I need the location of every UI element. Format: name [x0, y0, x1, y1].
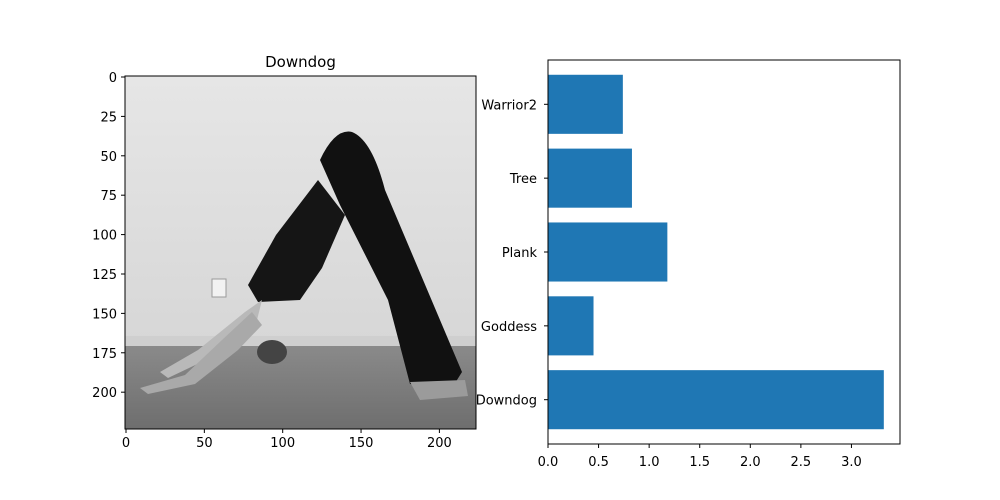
image-y-tick-label: 175	[92, 347, 117, 362]
bar-x-axis: 0.0 0.5 1.0 1.5 2.0 2.5 3.0	[538, 444, 862, 470]
image-axes-frame	[124, 75, 477, 430]
bar-category-label: Goddess	[481, 320, 537, 335]
bar-x-tick-label: 1.0	[639, 455, 660, 470]
image-y-tick-label: 50	[100, 150, 117, 165]
bar-category-label: Tree	[509, 172, 537, 187]
image-y-tick-label: 200	[92, 386, 117, 401]
image-y-axis: 0 25 50 75 100 125 150 175 200	[92, 71, 125, 401]
image-x-axis: 0 50 100 150 200	[122, 429, 452, 451]
image-x-tick-label: 0	[122, 436, 130, 451]
image-x-tick-label: 100	[270, 436, 295, 451]
bar-warrior2	[548, 74, 623, 134]
image-y-tick-label: 150	[92, 307, 117, 322]
bar-category-label: Plank	[502, 246, 538, 261]
yoga-photo	[125, 76, 476, 429]
bar-x-tick-label: 2.5	[791, 455, 812, 470]
bar-x-tick-label: 0.0	[538, 455, 559, 470]
image-y-tick-label: 0	[109, 71, 117, 86]
bars	[548, 74, 884, 430]
bar-x-tick-label: 1.5	[689, 455, 710, 470]
bar-plank	[548, 222, 668, 282]
bar-category-label: Warrior2	[481, 98, 537, 113]
bar-x-tick-label: 3.0	[841, 455, 862, 470]
bar-y-axis: Downdog Goddess Plank Tree Warrior2	[476, 98, 548, 409]
bar-x-tick-label: 0.5	[588, 455, 609, 470]
image-y-tick-label: 100	[92, 229, 117, 244]
image-x-tick-label: 150	[349, 436, 374, 451]
bar-chart-panel: 0.0 0.5 1.0 1.5 2.0 2.5 3.0 Downdog Goddess Plan…	[476, 59, 901, 470]
image-x-tick-label: 50	[196, 436, 213, 451]
image-y-tick-label: 125	[92, 268, 117, 283]
bar-tree	[548, 148, 632, 208]
bar-category-label: Downdog	[476, 394, 537, 409]
bar-goddess	[548, 296, 594, 356]
bar-downdog	[548, 370, 884, 430]
image-x-tick-label: 200	[427, 436, 452, 451]
image-panel: Downdog 0 50 100 150 200 0 25 50 75 100 125 150 175…	[92, 53, 477, 451]
bar-x-tick-label: 2.0	[740, 455, 761, 470]
image-title: Downdog	[265, 53, 336, 71]
image-y-tick-label: 25	[100, 110, 117, 125]
image-y-tick-label: 75	[100, 189, 117, 204]
